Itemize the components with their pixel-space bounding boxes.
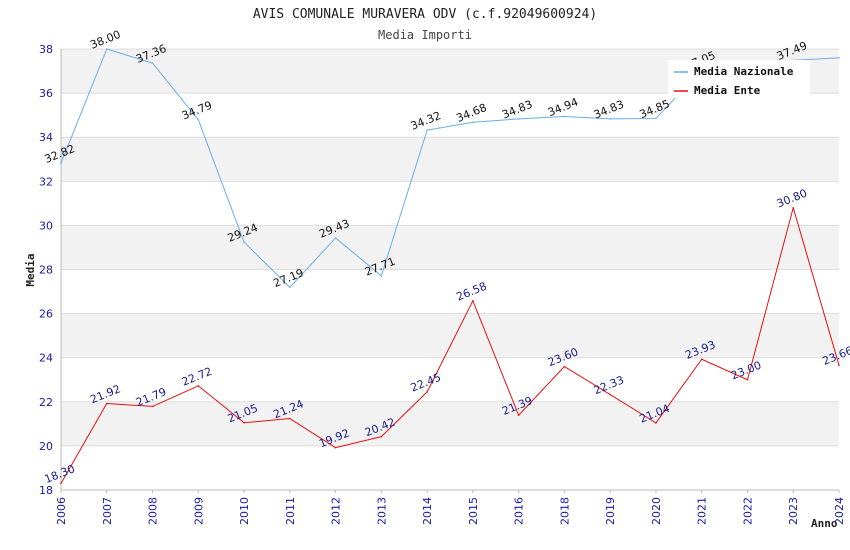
grid-band xyxy=(61,181,839,226)
grid-band xyxy=(61,225,839,270)
data-point xyxy=(655,422,657,424)
data-point xyxy=(105,48,108,50)
y-axis-label: Media xyxy=(24,253,37,286)
x-tick-label: 2006 xyxy=(55,497,68,525)
y-tick-label: 26 xyxy=(39,308,53,321)
data-point xyxy=(105,402,108,405)
x-tick-label: 2013 xyxy=(375,497,388,525)
chart-subtitle: Media Importi xyxy=(378,28,472,42)
data-point xyxy=(243,421,245,424)
x-tick-label: 2015 xyxy=(467,497,480,525)
data-point xyxy=(655,117,657,120)
data-point xyxy=(517,118,520,120)
y-tick-label: 30 xyxy=(39,219,53,232)
legend: Media Nazionale Media Ente xyxy=(668,60,810,98)
data-point xyxy=(334,237,337,239)
y-tick-label: 34 xyxy=(39,131,53,144)
data-point xyxy=(838,57,840,59)
data-point xyxy=(792,206,795,209)
y-tick-label: 38 xyxy=(39,43,53,56)
x-tick-label: 2007 xyxy=(101,497,114,525)
series-line xyxy=(60,207,840,484)
x-tick-label: 2020 xyxy=(650,497,663,525)
x-tick-label: 2016 xyxy=(513,497,526,525)
grid-bands xyxy=(61,49,839,490)
chart-title: AVIS COMUNALE MURAVERA ODV (c.f.92049600… xyxy=(253,7,597,22)
data-point xyxy=(197,118,200,121)
x-tick-label: 2009 xyxy=(192,497,205,525)
x-tick-label: 2024 xyxy=(833,497,846,525)
grid-band xyxy=(61,313,839,358)
data-point xyxy=(197,385,200,387)
x-tick-label: 2014 xyxy=(421,497,434,525)
x-tick-label: 2021 xyxy=(696,497,709,525)
x-tick-label: 2018 xyxy=(558,497,571,525)
axes xyxy=(60,49,839,491)
data-point xyxy=(243,241,245,243)
x-tick-label: 2012 xyxy=(330,497,343,525)
data-point xyxy=(380,275,383,277)
data-point xyxy=(563,365,566,368)
grid-band xyxy=(61,269,839,314)
legend-label-nazionale: Media Nazionale xyxy=(694,65,794,78)
data-point xyxy=(746,378,749,381)
grid-band xyxy=(61,445,839,490)
data-point xyxy=(426,391,428,393)
x-tick-label: 2019 xyxy=(604,497,617,525)
x-tick-label: 2022 xyxy=(741,497,754,525)
data-point xyxy=(289,286,291,289)
y-ticks: 18 20 22 24 26 28 30 32 34 36 38 xyxy=(39,43,53,497)
data-point xyxy=(426,129,428,131)
y-tick-label: 22 xyxy=(39,396,53,409)
y-tick-label: 18 xyxy=(39,484,53,497)
data-label: 38.00 xyxy=(88,28,122,52)
y-tick-label: 28 xyxy=(39,264,53,277)
data-point xyxy=(151,62,154,64)
x-tick-label: 2008 xyxy=(147,497,160,525)
data-point xyxy=(60,482,62,485)
data-point xyxy=(838,364,840,366)
grid-band xyxy=(61,357,839,402)
data-point xyxy=(380,435,383,438)
legend-box xyxy=(668,60,810,98)
x-tick-label: 2011 xyxy=(284,497,297,525)
data-point xyxy=(60,162,62,165)
legend-label-ente: Media Ente xyxy=(694,84,761,97)
x-ticks: 2006 2007 2008 2009 2010 2011 2012 2013 2014 2015… xyxy=(55,490,846,525)
data-point xyxy=(517,414,520,417)
data-point xyxy=(472,300,474,302)
grid-band xyxy=(61,137,839,182)
y-tick-label: 24 xyxy=(39,352,53,365)
data-point xyxy=(472,121,474,124)
x-tick-label: 2010 xyxy=(238,497,251,525)
grid-band xyxy=(61,93,839,138)
data-point xyxy=(609,393,611,396)
data-point xyxy=(563,115,566,118)
data-point xyxy=(609,118,611,120)
data-point xyxy=(151,405,154,408)
y-tick-label: 32 xyxy=(39,175,53,188)
data-point xyxy=(700,358,703,361)
y-tick-label: 20 xyxy=(39,440,53,453)
data-point xyxy=(289,417,291,420)
x-tick-label: 2023 xyxy=(787,497,800,525)
grid-band xyxy=(61,401,839,446)
data-point xyxy=(334,446,337,449)
x-axis-label: Anno xyxy=(811,517,838,530)
y-tick-label: 36 xyxy=(39,87,53,100)
